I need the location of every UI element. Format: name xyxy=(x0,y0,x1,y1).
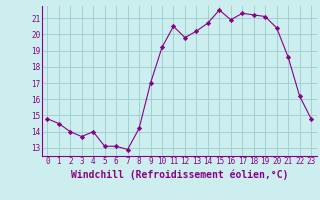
X-axis label: Windchill (Refroidissement éolien,°C): Windchill (Refroidissement éolien,°C) xyxy=(70,169,288,180)
